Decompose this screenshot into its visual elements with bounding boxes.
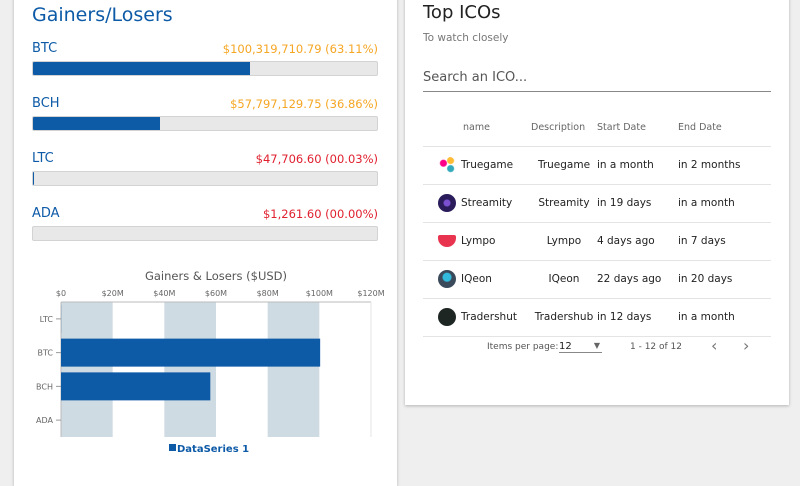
- streamity-logo-icon: [438, 194, 456, 212]
- lympo-logo-icon: [438, 235, 456, 247]
- y-tick-label: ADA: [36, 416, 53, 425]
- y-tick-label: LTC: [40, 315, 54, 324]
- ico-start-date: in 12 days: [597, 298, 678, 336]
- x-tick-label: $80M: [257, 289, 279, 298]
- ico-end-date: in 7 days: [678, 222, 771, 260]
- legend-swatch: [169, 444, 176, 451]
- items-per-page-label: Items per page:: [487, 342, 558, 352]
- ico-end-date: in a month: [678, 298, 771, 336]
- ico-end-date: in 20 days: [678, 260, 771, 298]
- ico-name: Tradershut: [461, 311, 517, 323]
- grid-band: [164, 302, 216, 437]
- iqeon-logo-icon: [438, 270, 456, 288]
- column-header-description[interactable]: Description: [531, 110, 597, 146]
- ico-name: Truegame: [461, 159, 513, 171]
- x-tick-label: $60M: [205, 289, 227, 298]
- items-per-page-value: 12: [559, 341, 572, 352]
- ico-start-date: in 19 days: [597, 184, 678, 222]
- ico-end-date: in a month: [678, 184, 771, 222]
- bar-btc[interactable]: [61, 339, 320, 367]
- card-title: Top ICOs: [423, 2, 501, 23]
- card-subtitle: To watch closely: [423, 32, 508, 44]
- ico-description: Streamity: [531, 184, 597, 222]
- ico-row[interactable]: Streamity Streamity in 19 days in a mont…: [423, 184, 771, 222]
- column-header-start-date[interactable]: Start Date: [597, 110, 678, 146]
- ico-description: Truegame: [531, 146, 597, 184]
- x-tick-label: $100M: [306, 289, 333, 298]
- x-tick-label: $0: [56, 289, 66, 298]
- next-page-button[interactable]: ›: [743, 336, 749, 355]
- truegame-logo-icon: [438, 156, 456, 174]
- column-header-end-date[interactable]: End Date: [678, 110, 771, 146]
- bar-bch[interactable]: [61, 372, 210, 400]
- gainers-losers-card: Gainers/Losers BTC $100,319,710.79 (63.1…: [14, 0, 397, 486]
- gainers-losers-chart: Gainers & Losers ($USD) $0 $20M $40M $60M $80…: [14, 0, 397, 486]
- ico-row[interactable]: Lympo Lympo 4 days ago in 7 days: [423, 222, 771, 260]
- ico-table: name Description Start Date End Date Tru…: [423, 110, 771, 337]
- ico-name: Lympo: [461, 235, 495, 247]
- grid-band: [268, 302, 320, 437]
- ico-start-date: 22 days ago: [597, 260, 678, 298]
- ico-name: Streamity: [461, 197, 512, 209]
- ico-description: Tradershub: [531, 298, 597, 336]
- x-tick-label: $120M: [357, 289, 384, 298]
- ico-row[interactable]: IQeon IQeon 22 days ago in 20 days: [423, 260, 771, 298]
- ico-end-date: in 2 months: [678, 146, 771, 184]
- ico-name: IQeon: [461, 273, 492, 285]
- column-header-name[interactable]: name: [423, 110, 531, 146]
- y-tick-label: BCH: [36, 382, 53, 391]
- ico-row[interactable]: Truegame Truegame in a month in 2 months: [423, 146, 771, 184]
- top-icos-card: Top ICOs To watch closely name Descripti…: [405, 0, 789, 405]
- grid-band: [61, 302, 113, 437]
- chart-title: Gainers & Losers ($USD): [145, 269, 287, 283]
- tradershub-logo-icon: [438, 308, 456, 326]
- x-tick-label: $20M: [102, 289, 124, 298]
- pagination-range: 1 - 12 of 12: [630, 342, 682, 352]
- ico-description: Lympo: [531, 222, 597, 260]
- ico-start-date: in a month: [597, 146, 678, 184]
- ico-start-date: 4 days ago: [597, 222, 678, 260]
- y-tick-label: BTC: [38, 349, 54, 358]
- ico-row[interactable]: Tradershut Tradershub in 12 days in a mo…: [423, 298, 771, 336]
- legend-label[interactable]: DataSeries 1: [177, 444, 249, 455]
- items-per-page-select[interactable]: 12 ▼: [559, 337, 602, 353]
- search-ico-input[interactable]: [423, 64, 771, 92]
- x-tick-label: $40M: [153, 289, 175, 298]
- previous-page-button[interactable]: ‹: [711, 336, 717, 355]
- ico-description: IQeon: [531, 260, 597, 298]
- dropdown-arrow-icon: ▼: [594, 341, 600, 350]
